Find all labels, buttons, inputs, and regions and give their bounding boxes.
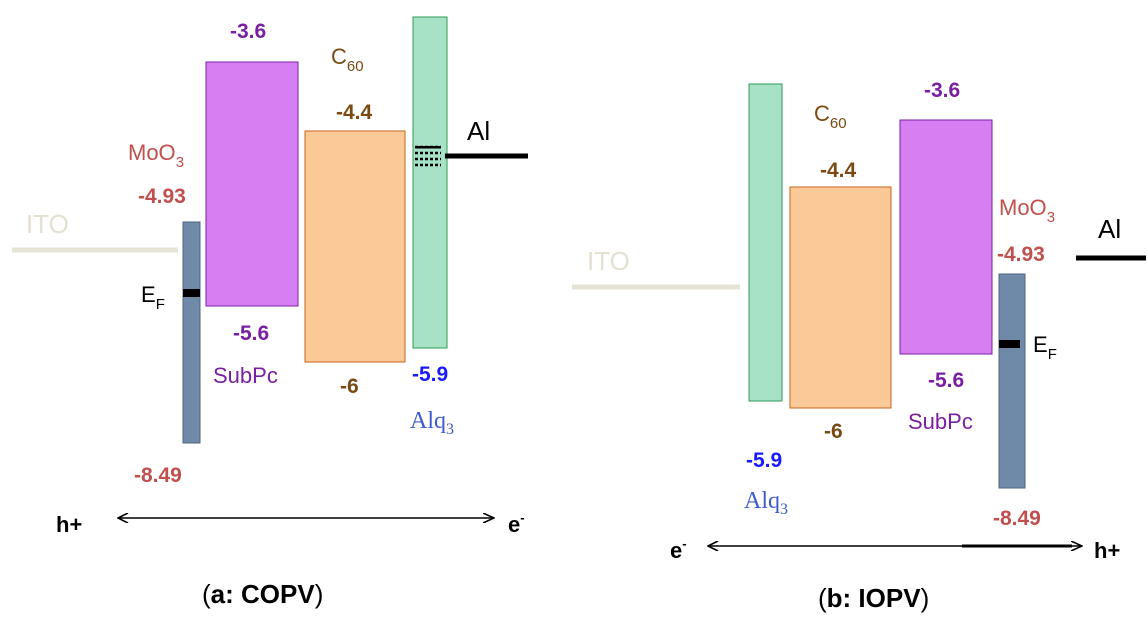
c60-top-value: -4.4 <box>336 101 373 124</box>
moo3-top-value: -4.93 <box>997 243 1045 266</box>
subpc-bottom-value: -5.6 <box>233 322 269 345</box>
fermi-level-label: EF <box>141 282 165 313</box>
al-label: Al <box>1098 214 1121 244</box>
subpc-top-value: -3.6 <box>924 79 960 102</box>
ito-label: ITO <box>26 209 69 239</box>
subpc-label: SubPc <box>908 409 973 434</box>
c60-label: C60 <box>331 44 364 75</box>
electron-label: e- <box>508 510 525 537</box>
subpc-bar <box>899 119 993 355</box>
moo3-bar <box>998 273 1026 489</box>
panel-b: ITO -5.9 Alq3 C60 -4.4 -6 -3.6 -5.6 SubP… <box>572 79 1146 613</box>
moo3-label: MoO3 <box>999 195 1055 226</box>
subpc-bar <box>205 61 299 307</box>
alq3-label: Alq3 <box>410 408 454 438</box>
subpc-top-value: -3.6 <box>230 20 266 43</box>
alq3-bottom-value: -5.9 <box>412 363 448 386</box>
c60-bottom-value: -6 <box>824 420 843 443</box>
c60-bar <box>789 186 892 409</box>
moo3-bottom-value: -8.49 <box>993 507 1041 530</box>
electron-label: e- <box>670 536 687 563</box>
subpc-label: SubPc <box>213 363 278 388</box>
fermi-level-label: EF <box>1033 332 1057 363</box>
moo3-bar <box>182 221 201 444</box>
panel-a-caption: (a: COPV) <box>202 579 323 609</box>
hole-label: h+ <box>56 512 82 537</box>
ito-label: ITO <box>587 246 630 276</box>
moo3-bottom-value: -8.49 <box>134 464 182 487</box>
moo3-top-value: -4.93 <box>138 185 186 208</box>
c60-label: C60 <box>814 101 847 132</box>
fermi-level-mark <box>183 289 200 297</box>
moo3-label: MoO3 <box>128 140 184 171</box>
alq3-bottom-value: -5.9 <box>746 449 782 472</box>
panel-b-caption: (b: IOPV) <box>818 583 929 613</box>
fermi-level-mark <box>999 340 1020 348</box>
panel-a: ITO MoO3 -4.93 -8.49 EF -3.6 -5.6 SubPc … <box>12 16 528 609</box>
alq3-bar <box>412 16 448 349</box>
alq3-bar <box>748 83 783 402</box>
al-label: Al <box>467 116 490 146</box>
subpc-bottom-value: -5.6 <box>928 369 964 392</box>
c60-bar <box>304 130 406 363</box>
hole-label: h+ <box>1094 538 1120 563</box>
alq3-label: Alq3 <box>744 488 788 518</box>
c60-bottom-value: -6 <box>340 375 359 398</box>
c60-top-value: -4.4 <box>820 159 857 182</box>
